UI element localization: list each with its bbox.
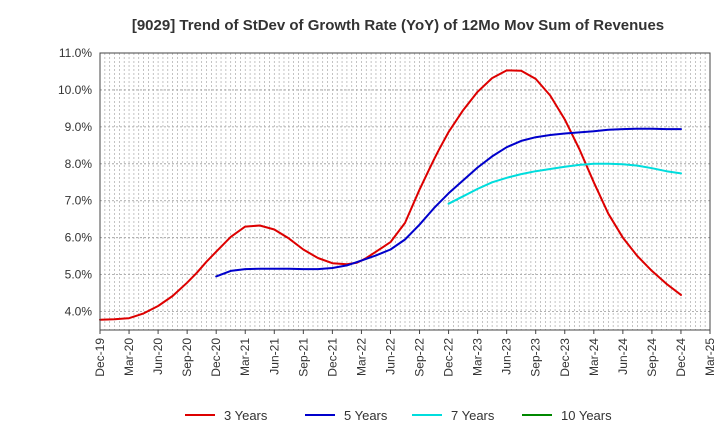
x-tick-label: Jun-21 [267, 338, 281, 375]
x-axis: Dec-19 Mar-20 Jun-20 Sep-20 Dec-20 Mar-21 Jun-… [93, 330, 717, 377]
y-tick-label: 5.0% [65, 268, 93, 282]
x-tick-label: Sep-24 [645, 338, 659, 377]
x-tick-label: Jun-20 [151, 338, 165, 375]
x-tick-label: Dec-22 [442, 338, 456, 377]
x-tick-label: Sep-20 [180, 338, 194, 377]
x-tick-label: Jun-22 [383, 338, 397, 375]
series-line-5-years [215, 127, 682, 278]
x-tick-label: Jun-23 [500, 338, 514, 375]
x-tick-label: Dec-23 [558, 338, 572, 377]
y-tick-label: 10.0% [58, 83, 92, 97]
x-tick-label: Dec-21 [325, 338, 339, 377]
x-tick-label: Jun-24 [616, 338, 630, 375]
legend-label-3-years: 3 Years [224, 408, 268, 423]
plot-frame [99, 52, 711, 331]
x-tick-label: Mar-21 [238, 338, 252, 376]
y-axis: 4.0% 5.0% 6.0% 7.0% 8.0% 9.0% 10.0% 11.0% [58, 46, 92, 319]
plot-area [100, 53, 710, 330]
series-line-3-years [99, 69, 682, 321]
y-tick-label: 4.0% [65, 305, 93, 319]
x-tick-label: Dec-20 [209, 338, 223, 377]
legend-label-7-years: 7 Years [451, 408, 495, 423]
x-tick-label: Mar-23 [471, 338, 485, 376]
x-tick-label: Mar-20 [122, 338, 136, 376]
x-tick-label: Dec-24 [674, 338, 688, 377]
x-tick-label: Mar-22 [354, 338, 368, 376]
legend-label-5-years: 5 Years [344, 408, 388, 423]
series-line-7-years [447, 162, 682, 205]
y-tick-label: 11.0% [59, 46, 92, 60]
series-layer [99, 69, 682, 321]
y-tick-label: 9.0% [65, 120, 93, 134]
legend: 3 Years 5 Years 7 Years 10 Years [185, 408, 612, 423]
x-tick-label: Sep-22 [413, 338, 427, 377]
y-tick-label: 8.0% [65, 157, 93, 171]
y-tick-label: 7.0% [65, 194, 93, 208]
chart-title: [9029] Trend of StDev of Growth Rate (Yo… [132, 17, 664, 34]
x-tick-label: Sep-21 [296, 338, 310, 377]
x-tick-label: Mar-24 [587, 338, 601, 376]
x-tick-label: Dec-19 [93, 338, 107, 377]
legend-label-10-years: 10 Years [561, 408, 612, 423]
y-tick-label: 6.0% [65, 231, 93, 245]
x-tick-label: Sep-23 [529, 338, 543, 377]
x-tick-label: Mar-25 [703, 338, 717, 376]
